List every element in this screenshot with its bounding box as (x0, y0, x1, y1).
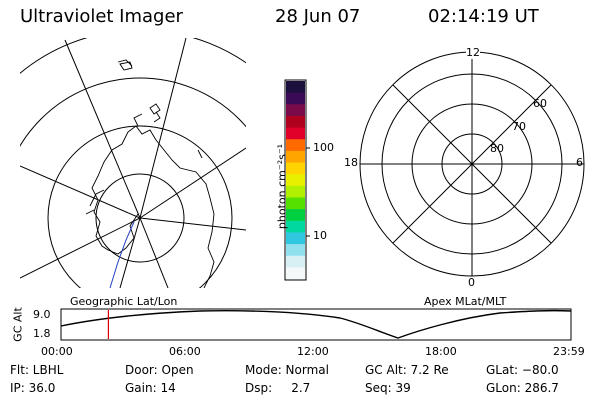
colorbar-band (286, 150, 305, 164)
mlat-label-80: 80 (490, 142, 504, 155)
colorbar-band (286, 209, 305, 222)
geo-meridian (139, 217, 169, 288)
timeline-xtick: 12:00 (297, 345, 329, 358)
geo-lat-circle (20, 77, 246, 147)
observation-date: 28 Jun 07 (275, 6, 361, 27)
colorbar-band (286, 162, 305, 175)
timeline-ylabel: GC Alt (11, 307, 25, 342)
altitude-curve (60, 309, 572, 339)
colorbar-frame (284, 79, 307, 281)
geo-meridian (64, 39, 141, 219)
timeline-ytick-low: 1.8 (33, 327, 51, 340)
instrument-title: Ultraviolet Imager (20, 6, 183, 27)
timeline-xtick: 18:00 (425, 345, 457, 358)
colorbar-band (286, 81, 305, 94)
satellite-track (109, 221, 135, 288)
island (119, 61, 133, 71)
colorbar-band (286, 115, 305, 129)
observation-time: 02:14:19 UT (428, 6, 539, 27)
colorbar-band (286, 127, 305, 140)
mlt-label-18: 18 (344, 156, 358, 169)
mlat-label-60: 60 (533, 97, 547, 110)
colorbar-band (286, 244, 305, 257)
mlt-label-6: 6 (576, 156, 583, 169)
geo-lat-circle (47, 125, 233, 288)
geo-meridian (119, 217, 141, 288)
info-dsp: Dsp: 2.7 (245, 381, 311, 395)
timeline-xtick: 00:00 (41, 345, 73, 358)
info-glon: GLon: 286.7 (486, 381, 559, 395)
apex-polar-grid (359, 51, 585, 277)
mlt-label-0: 0 (468, 276, 475, 289)
apex-caption: Apex MLat/MLT (424, 295, 507, 308)
colorbar-band (286, 197, 305, 210)
timeline-frame (60, 308, 572, 341)
colorbar-label-10: 10 (313, 229, 327, 242)
mlt-label-12: 12 (466, 46, 480, 59)
geo-meridian (139, 38, 187, 219)
info-filter: Flt: LBHL (10, 363, 64, 377)
info-door: Door: Open (125, 363, 194, 377)
colorbar-band (286, 267, 305, 280)
info-gain: Gain: 14 (125, 381, 176, 395)
timeline-xtick: 23:59 (553, 345, 585, 358)
colorbar-unit-label: photon cm⁻²s⁻¹ (275, 143, 289, 230)
colorbar-gradient (286, 81, 305, 280)
geo-meridian (139, 147, 246, 219)
info-seq: Seq: 39 (365, 381, 411, 395)
colorbar-band (286, 220, 305, 233)
geo-lat-circle (95, 173, 185, 263)
mlat-label-70: 70 (512, 120, 526, 133)
geographic-caption: Geographic Lat/Lon (70, 295, 178, 308)
colorbar-band (286, 174, 305, 187)
info-mode: Mode: Normal (245, 363, 329, 377)
colorbar-band (286, 139, 305, 152)
info-gc-alt: GC Alt: 7.2 Re (365, 363, 449, 377)
colorbar-band (286, 232, 305, 245)
colorbar-band (286, 185, 305, 198)
colorbar-band (286, 255, 305, 268)
coastline (85, 59, 215, 288)
colorbar-band (286, 92, 305, 105)
apex-mlt-line (392, 84, 552, 244)
info-glat: GLat: −80.0 (486, 363, 559, 377)
info-ip: IP: 36.0 (10, 381, 56, 395)
timeline-xtick: 06:00 (169, 345, 201, 358)
colorbar-label-100: 100 (313, 141, 334, 154)
geo-meridian (139, 217, 246, 231)
island (149, 103, 161, 115)
geo-meridian (20, 217, 141, 279)
colorbar-band (286, 104, 305, 117)
timeline-ytick-high: 9.0 (33, 308, 51, 321)
timeline-plot (60, 308, 572, 341)
geo-meridian (20, 165, 141, 219)
